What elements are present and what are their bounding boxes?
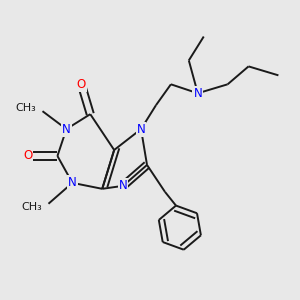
- Text: N: N: [194, 87, 202, 100]
- Text: O: O: [23, 149, 32, 163]
- Text: N: N: [137, 123, 146, 136]
- Text: N: N: [68, 176, 77, 189]
- Text: CH₃: CH₃: [16, 103, 37, 113]
- Text: CH₃: CH₃: [22, 202, 43, 212]
- Text: N: N: [62, 123, 71, 136]
- Text: O: O: [77, 78, 86, 91]
- Text: N: N: [119, 179, 128, 192]
